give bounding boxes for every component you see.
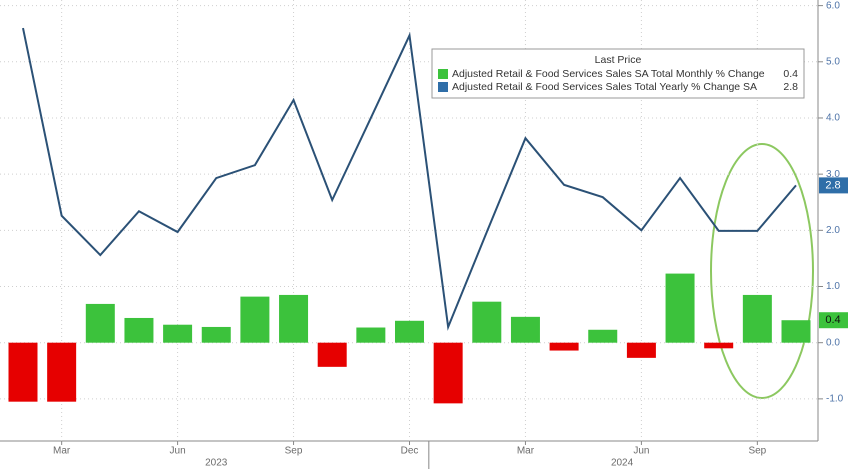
y-tick-label: 0.0 [826,337,840,348]
bar [472,301,502,343]
bar [588,329,618,343]
bar [279,294,309,343]
y-tick-label: -1.0 [826,394,844,405]
bar [317,342,347,367]
x-tick-label: Mar [53,446,71,457]
y-tick-label: 5.0 [826,56,840,67]
last-value-label: 0.4 [825,314,840,326]
y-tick-label: 6.0 [826,0,840,11]
x-tick-label: Sep [285,446,303,457]
legend-value: 0.4 [783,68,798,80]
x-tick-label: Mar [517,446,535,457]
y-tick-label: 1.0 [826,281,840,292]
line [22,27,797,331]
legend-label: Adjusted Retail & Food Services Sales To… [452,81,757,93]
x-year-label: 2024 [611,458,634,469]
x-year-label: 2023 [205,458,228,469]
x-tick-label: Jun [170,446,186,457]
bar [201,326,231,343]
last-value-box [819,312,848,329]
bar [781,320,811,343]
bar [742,294,772,343]
last-value-box [819,177,848,194]
y-tick-label: 4.0 [826,113,840,124]
bar [510,316,540,343]
x-tick-label: Dec [401,446,419,457]
bar [626,342,656,358]
bar [163,324,193,343]
legend-box [431,48,805,99]
bar [549,342,579,351]
legend-label: Adjusted Retail & Food Services Sales SA… [452,68,765,80]
legend-swatch [438,82,448,92]
last-value-label: 2.8 [825,179,840,191]
legend-value: 2.8 [783,81,798,93]
bar [665,273,695,343]
legend-swatch [438,69,448,79]
x-tick-label: Jun [633,446,649,457]
bar [704,342,734,349]
bar [85,303,115,343]
bar [433,342,463,404]
x-tick-label: Sep [748,446,766,457]
bar [240,296,270,343]
bar [356,327,386,343]
y-tick-label: 2.0 [826,225,840,236]
bar [8,342,38,402]
y-tick-label: 3.0 [826,169,840,180]
legend-title: Last Price [595,54,642,66]
highlight-ellipse [710,143,814,399]
bar [124,317,154,343]
bar [47,342,77,402]
bar [395,320,424,343]
